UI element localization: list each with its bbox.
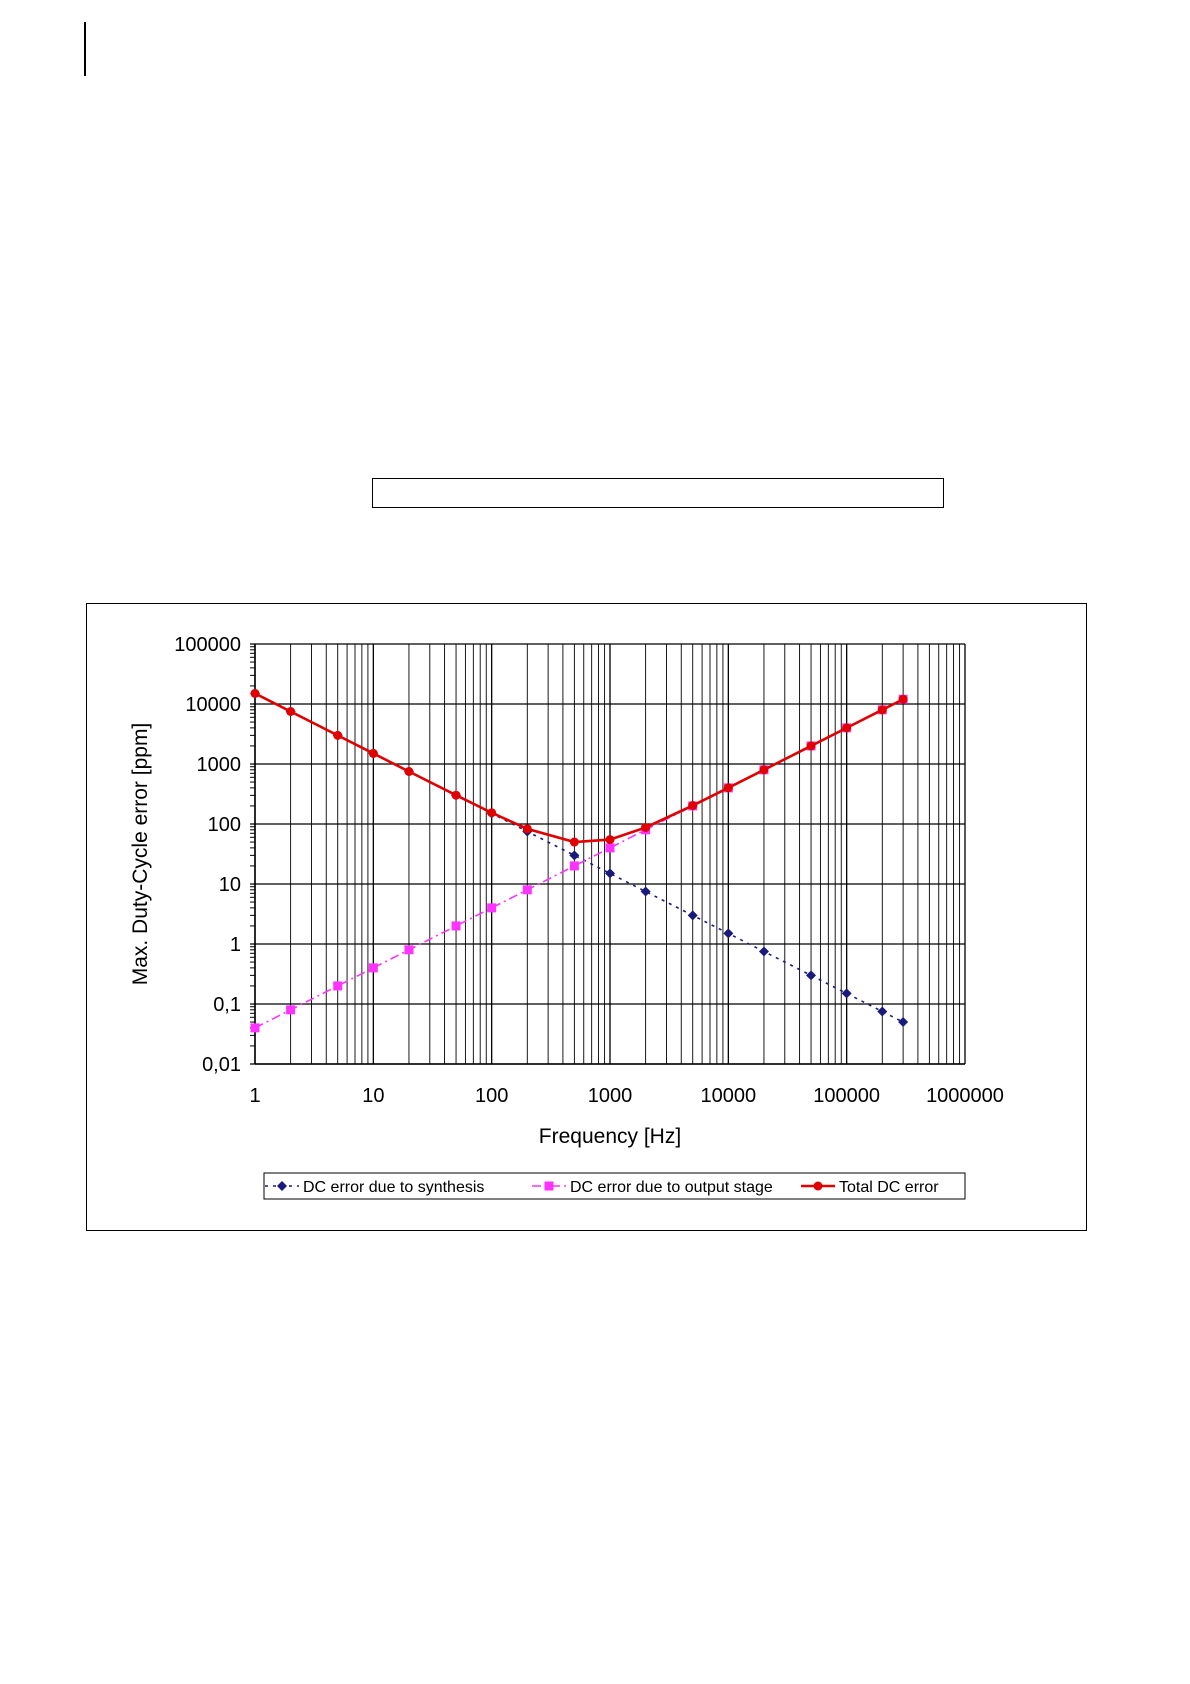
- y-tick-label: 100: [208, 814, 241, 836]
- legend-item-3: Total DC error: [801, 1179, 939, 1196]
- legend: DC error due to synthesis DC error due to…: [263, 1172, 966, 1200]
- y-tick-label: 1: [230, 934, 241, 956]
- x-tick-label: 1000: [588, 1085, 633, 1107]
- data-point: [487, 808, 497, 818]
- legend-marker: [813, 1181, 823, 1191]
- data-point: [877, 1006, 888, 1017]
- empty-caption-box: [372, 478, 944, 508]
- series-layer: [250, 688, 909, 1033]
- chart-frame: 1 10 100 1000 10000 100000 1000000 0,01 0,1 1 10 1…: [86, 603, 1087, 1231]
- y-tick-label: 0,01: [202, 1054, 241, 1076]
- y-tick-label: 0,1: [213, 994, 241, 1016]
- data-point: [286, 706, 296, 716]
- y-tick-label: 100000: [174, 634, 241, 656]
- duty-cycle-error-chart: 1 10 100 1000 10000 100000 1000000 0,010,11101…: [129, 634, 1004, 1200]
- data-point: [250, 1023, 260, 1033]
- y-tick-labels: 0,01 0,1 1 10 100 1000 10000 100000: [174, 634, 241, 1076]
- x-tick-label: 10000: [701, 1085, 757, 1107]
- y-minor-tick-marks: [250, 646, 255, 1047]
- data-point: [842, 723, 852, 733]
- x-tick-label: 1000000: [926, 1085, 1004, 1107]
- data-point: [404, 766, 414, 776]
- data-point: [286, 1005, 296, 1015]
- x-tick-label: 1: [249, 1085, 260, 1107]
- y-axis-title: Max. Duty-Cycle error [ppm]: [129, 723, 152, 986]
- margin-rule: [84, 22, 86, 76]
- data-point: [569, 850, 580, 861]
- data-point: [640, 886, 651, 897]
- data-point: [451, 921, 461, 931]
- data-point: [898, 1017, 909, 1028]
- series-1: [250, 688, 909, 1028]
- data-point: [451, 790, 461, 800]
- major-gridlines: [250, 643, 966, 1065]
- legend-marker: [277, 1181, 287, 1191]
- data-point: [605, 835, 615, 845]
- x-tick-label: 10: [362, 1085, 384, 1107]
- data-point: [877, 705, 887, 715]
- legend-item-1: DC error due to synthesis: [265, 1179, 484, 1196]
- legend-item-2: DC error due to output stage: [532, 1179, 773, 1196]
- data-point: [759, 765, 769, 775]
- data-point: [605, 868, 615, 879]
- data-point: [723, 783, 733, 793]
- x-tick-labels: 1 10 100 1000 10000 100000 1000000: [249, 1085, 1004, 1107]
- legend-label: DC error due to synthesis: [303, 1179, 484, 1196]
- data-point: [898, 694, 908, 704]
- data-point: [806, 970, 817, 981]
- data-point: [723, 928, 734, 939]
- legend-box: [263, 1172, 966, 1200]
- data-point: [368, 963, 378, 973]
- data-point: [368, 748, 378, 758]
- data-point: [758, 946, 769, 957]
- y-tick-label: 10000: [185, 694, 241, 716]
- data-point: [333, 981, 343, 991]
- data-point: [806, 741, 816, 751]
- x-tick-label: 100: [475, 1085, 508, 1107]
- data-point: [605, 843, 615, 853]
- data-point: [487, 903, 497, 913]
- data-point: [569, 861, 579, 871]
- data-point: [569, 837, 579, 847]
- legend-marker: [544, 1181, 554, 1191]
- data-point: [404, 945, 414, 955]
- data-point: [333, 730, 343, 740]
- minor-gridlines: [290, 644, 961, 1064]
- data-point: [841, 988, 852, 999]
- y-tick-label: 10: [219, 874, 241, 896]
- data-point: [522, 885, 532, 895]
- series-line: [254, 692, 904, 844]
- data-point: [687, 910, 698, 921]
- data-point: [688, 801, 698, 811]
- data-point: [522, 824, 532, 834]
- series-line: [254, 692, 904, 1023]
- legend-label: DC error due to output stage: [570, 1179, 773, 1196]
- y-tick-label: 1000: [197, 754, 242, 776]
- series-3: [250, 688, 908, 847]
- legend-label: Total DC error: [839, 1179, 939, 1196]
- data-point: [250, 688, 260, 698]
- x-axis-title: Frequency [Hz]: [539, 1125, 681, 1148]
- x-tick-label: 100000: [813, 1085, 880, 1107]
- data-point: [641, 822, 651, 832]
